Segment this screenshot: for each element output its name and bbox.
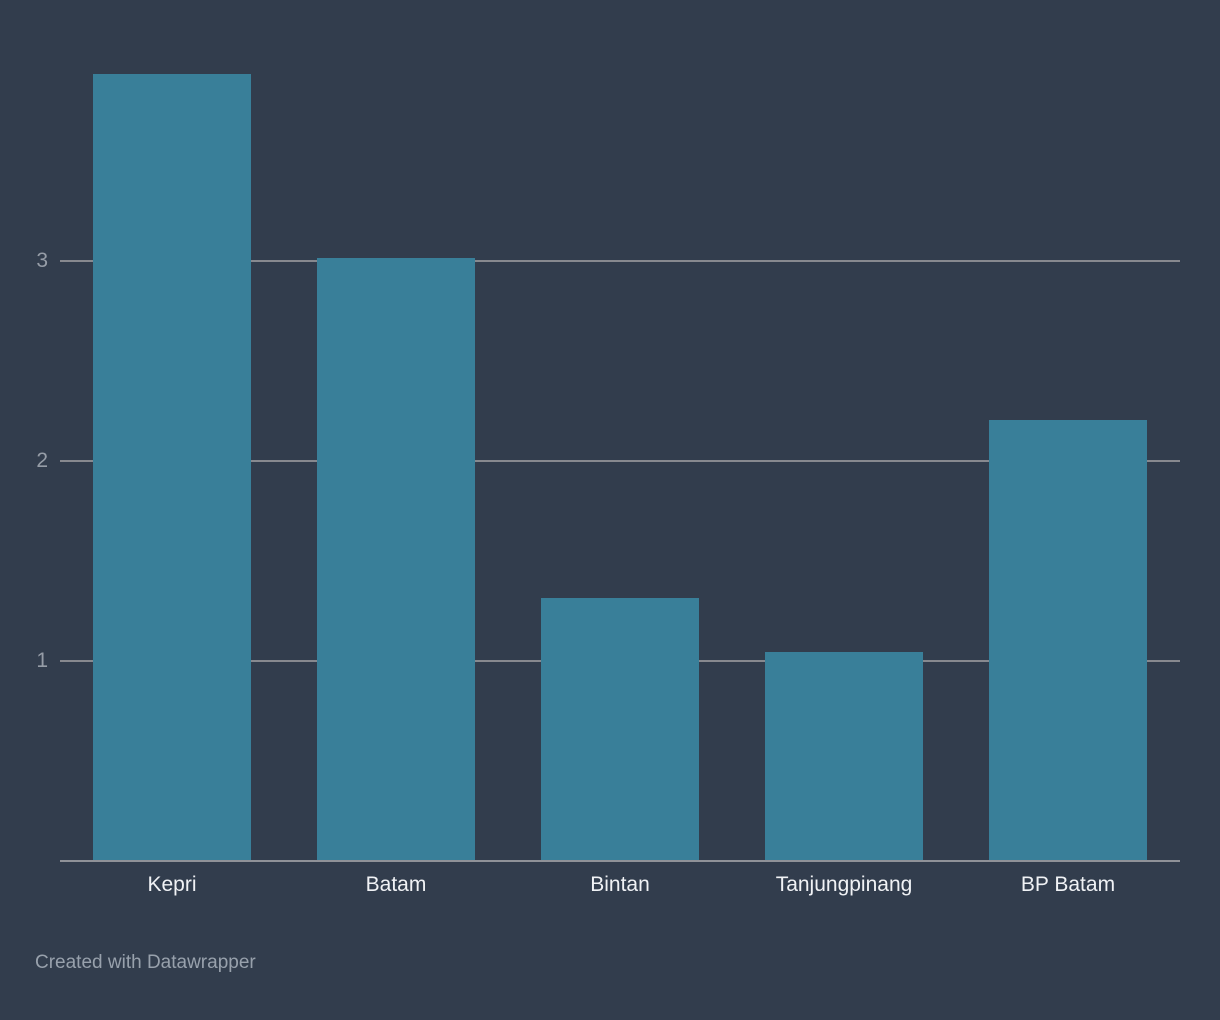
- y-tick-label-3: 3: [36, 249, 48, 272]
- plot-area: [60, 60, 1180, 862]
- y-tick-label-2: 2: [36, 449, 48, 472]
- bar-kepri: [93, 74, 251, 860]
- axis-baseline: [60, 860, 1180, 862]
- category-label-batam: Batam: [365, 873, 427, 896]
- y-tick-label-1: 1: [36, 649, 48, 672]
- category-label-bintan: Bintan: [590, 873, 650, 896]
- category-label-bp-batam: BP Batam: [1020, 873, 1116, 896]
- datawrapper-credit: Created with Datawrapper: [35, 952, 256, 973]
- bar-bp-batam: [989, 420, 1147, 860]
- category-label-kepri: Kepri: [147, 873, 197, 896]
- category-label-tanjungpinang: Tanjungpinang: [775, 873, 913, 896]
- bar-batam: [317, 258, 475, 860]
- gridline-3: [60, 260, 1180, 262]
- bar-tanjungpinang: [765, 652, 923, 860]
- bar-bintan: [541, 598, 699, 860]
- gridline-2: [60, 460, 1180, 462]
- x-axis: Kepri Batam Bintan Tanjungpinang BP Batam: [60, 871, 1180, 901]
